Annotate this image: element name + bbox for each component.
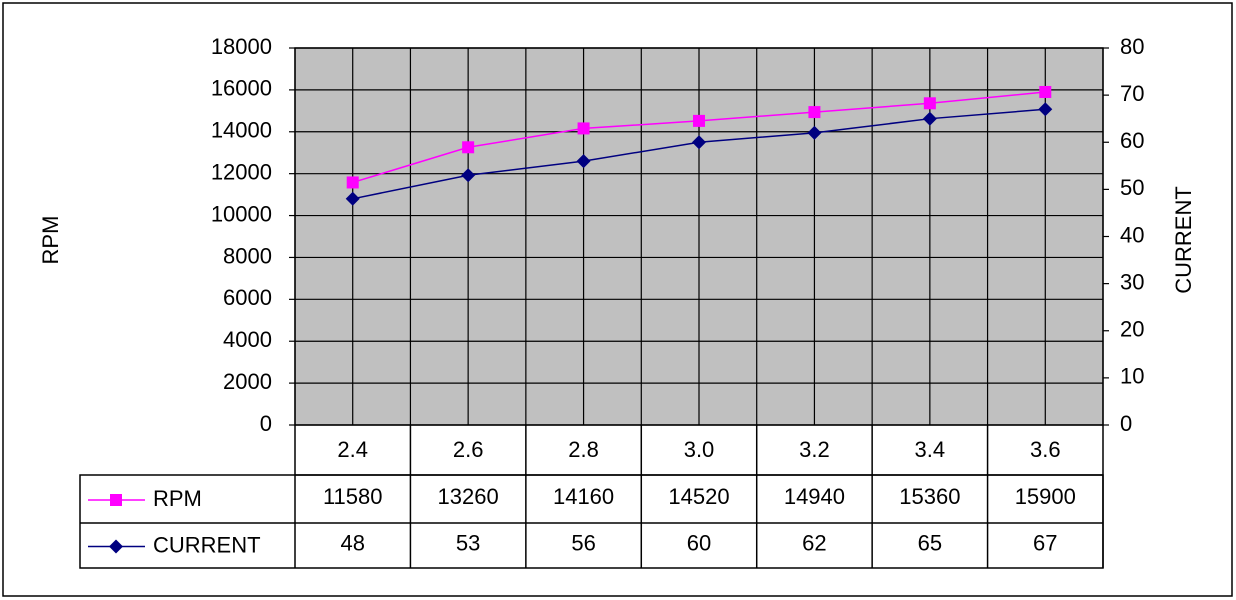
data-point <box>461 168 476 183</box>
x-tick-label: 3.4 <box>915 437 946 462</box>
x-tick-label: 3.0 <box>684 437 715 462</box>
table-value: 14520 <box>668 484 729 509</box>
y2-axis-title: CURRENT <box>1171 186 1196 294</box>
y2-tick-label: 20 <box>1120 317 1144 342</box>
y2-tick-label: 60 <box>1120 128 1144 153</box>
table-value: 67 <box>1033 530 1057 555</box>
data-point <box>922 111 937 126</box>
y-tick-label: 14000 <box>211 118 272 143</box>
legend-label: RPM <box>153 486 202 511</box>
y-tick-label: 12000 <box>211 159 272 184</box>
legend-marker <box>109 539 123 554</box>
y-tick-label: 0 <box>260 411 272 436</box>
table-value: 48 <box>340 530 364 555</box>
y2-tick-label: 0 <box>1120 411 1132 436</box>
data-point <box>807 125 822 140</box>
table-value: 11580 <box>323 484 383 509</box>
x-tick-label: 2.8 <box>568 437 599 462</box>
data-point <box>692 135 706 150</box>
table-value: 14160 <box>553 484 614 509</box>
table-value: 62 <box>802 530 826 555</box>
data-point <box>923 97 936 110</box>
y2-tick-label: 50 <box>1120 175 1144 200</box>
x-tick-label: 3.6 <box>1030 437 1061 462</box>
y2-tick-label: 80 <box>1120 34 1144 59</box>
y2-tick-label: 40 <box>1120 222 1144 247</box>
y2-tick-label: 10 <box>1120 364 1144 389</box>
y-tick-label: 8000 <box>223 243 272 268</box>
table-value: 14940 <box>784 484 845 509</box>
legend-marker <box>110 494 122 506</box>
y-tick-label: 2000 <box>223 369 272 394</box>
data-point <box>577 122 590 135</box>
table-value: 15900 <box>1015 484 1076 509</box>
data-point <box>1038 102 1053 117</box>
x-tick-label: 2.6 <box>453 437 484 462</box>
data-point <box>346 176 359 189</box>
table-value: 65 <box>918 530 942 555</box>
x-tick-label: 3.2 <box>799 437 830 462</box>
y-tick-label: 18000 <box>211 34 272 59</box>
y-tick-label: 4000 <box>223 327 272 352</box>
table-value: 53 <box>456 530 480 555</box>
data-point <box>462 141 475 154</box>
y2-tick-label: 70 <box>1120 81 1144 106</box>
y-tick-label: 10000 <box>211 201 272 226</box>
data-point <box>808 106 821 119</box>
table-value: 56 <box>571 530 595 555</box>
data-point <box>1039 85 1052 98</box>
y2-tick-label: 30 <box>1120 269 1144 294</box>
y-axis-title: RPM <box>38 216 63 265</box>
y-tick-label: 16000 <box>211 76 272 101</box>
legend-label: CURRENT <box>153 532 261 557</box>
x-tick-label: 2.4 <box>337 437 368 462</box>
table-value: 15360 <box>899 484 960 509</box>
data-point <box>345 191 360 206</box>
data-point <box>693 114 705 127</box>
y-tick-label: 6000 <box>223 285 272 310</box>
table-value: 60 <box>687 530 711 555</box>
table-value: 13260 <box>438 484 499 509</box>
data-point <box>576 154 591 169</box>
